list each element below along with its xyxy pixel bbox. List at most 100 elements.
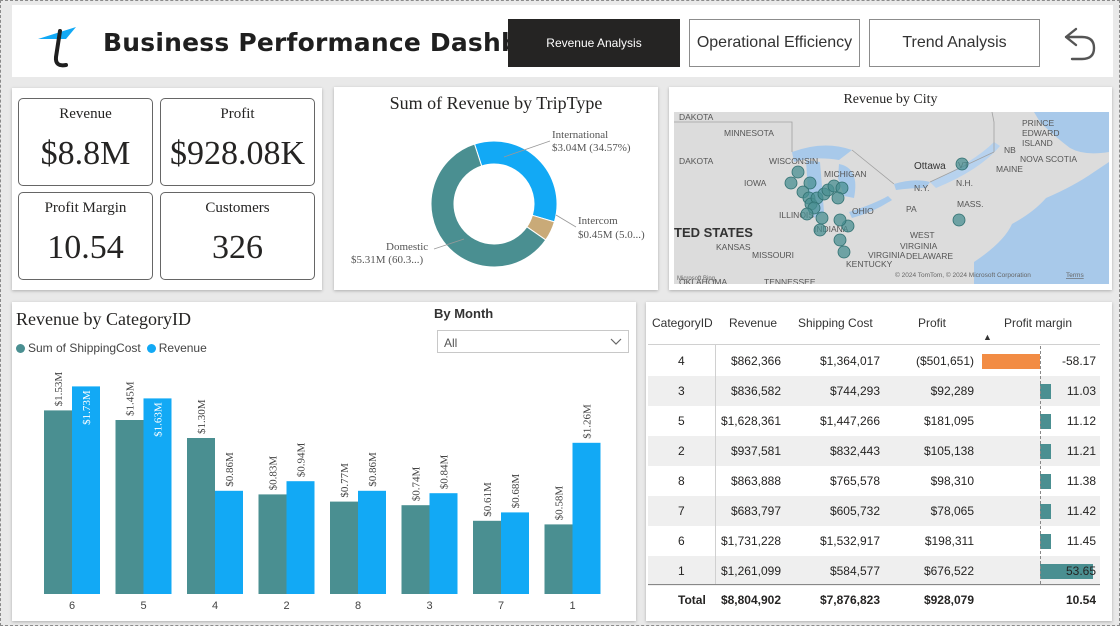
bar-revenue-cat-7[interactable] [501,512,529,594]
city-bubble[interactable] [831,191,845,205]
city-bubble[interactable] [784,176,798,190]
column-header-shipping-cost[interactable]: Shipping Cost [798,316,873,330]
cell-shipping-cost: $765,578 [829,474,880,488]
map-label: KANSAS [716,242,751,252]
legend-label: Sum of ShippingCost [28,341,141,355]
cell-revenue: $863,888 [730,474,781,488]
cell-categoryid: 4 [678,354,685,368]
table-row[interactable]: 6 $1,731,228 $1,532,917 $198,311 11.45 [648,526,1100,556]
cell-profit-margin: 11.42 [1066,504,1096,518]
x-tick-label: 2 [283,600,289,612]
lake-superior [792,145,852,162]
trend-analysis-button[interactable]: Trend Analysis [869,19,1040,67]
cell-categoryid: 3 [678,384,685,398]
bar-shipping-cat-2[interactable] [258,494,287,594]
cell-categoryid: 6 [678,534,685,548]
lake-erie [849,196,892,218]
bar-chart[interactable]: $1.53M $1.73M 6 $1.45M $1.63M 5 $1.30M $0.86M 4 $… [12,302,636,621]
bar-data-label: $1.53M [53,372,65,407]
logo-icon [38,27,76,68]
triptype-donut-panel[interactable]: Sum of Revenue by TripType International… [334,87,658,290]
cell-shipping-cost: $1,532,917 [819,534,880,548]
bar-revenue-cat-5[interactable] [143,398,172,594]
bar-revenue-cat-6[interactable] [72,386,100,594]
city-bubble[interactable] [833,213,847,227]
cell-categoryid: 7 [678,504,685,518]
total-profit: $928,079 [923,593,974,607]
column-header-profit-margin[interactable]: Profit margin [1004,316,1073,330]
table-row[interactable]: 2 $937,581 $832,443 $105,138 11.21 [648,436,1100,466]
operational-efficiency-button[interactable]: Operational Efficiency [689,19,860,67]
bar-revenue-cat-2[interactable] [286,481,315,594]
donut-slice-domestic[interactable] [430,143,547,268]
revenue-by-city-map-panel[interactable]: Revenue by City DAKOTA MINNESOTA DAKOTA WIS… [669,87,1112,290]
city-bubble[interactable] [952,213,966,227]
column-header-profit[interactable]: Profit [918,316,947,330]
margin-databar [1040,534,1052,549]
city-bubble[interactable] [815,211,829,225]
city-map[interactable]: DAKOTA MINNESOTA DAKOTA WISCONSIN MICHIGAN IO… [674,112,1109,284]
month-slicer-dropdown[interactable]: All [437,330,629,353]
profit-card: Profit $928.08K [160,98,315,186]
bar-shipping-cat-5[interactable] [115,420,144,594]
map-label: INDIANA [814,224,849,234]
slice-label-name: Domestic [386,241,428,253]
cell-profit: $676,522 [923,564,974,578]
legend-item-revenue[interactable]: Revenue [146,341,207,355]
bar-legend: Sum of ShippingCost Revenue [16,341,207,355]
map-terms-link[interactable]: Terms [1066,272,1084,279]
city-bubble[interactable] [800,207,814,221]
cell-categoryid: 1 [678,564,685,578]
bar-shipping-cat-8[interactable] [330,501,358,594]
column-header-categoryid[interactable]: CategoryID [652,316,713,330]
column-divider [715,344,716,584]
table-row[interactable]: 1 $1,261,099 $584,577 $676,522 53.65 [648,556,1100,586]
undo-arrow-icon[interactable] [1060,25,1098,63]
bar-revenue-cat-4[interactable] [215,490,243,594]
cell-profit-margin: 11.21 [1066,444,1096,458]
map-label: MISSOURI [752,250,794,260]
legend-item-shipping[interactable]: Sum of ShippingCost [16,341,141,355]
chevron-down-icon [610,338,622,345]
bar-revenue-cat-8[interactable] [358,490,386,594]
map-label: IOWA [744,178,767,188]
bar-shipping-cat-3[interactable] [401,505,430,594]
column-header-revenue[interactable]: Revenue [729,316,778,330]
table-row[interactable]: 5 $1,628,361 $1,447,266 $181,095 11.12 [648,406,1100,436]
table-row[interactable]: 8 $863,888 $765,578 $98,310 11.38 [648,466,1100,496]
donut-chart[interactable]: International $3.04M (34.57%) Intercom $… [334,87,658,290]
city-bubble[interactable] [833,233,847,247]
cell-profit-margin: 11.03 [1066,384,1096,398]
bar-shipping-cat-7[interactable] [473,520,501,594]
cell-shipping-cost: $1,447,266 [819,414,880,428]
revenue-by-category-panel[interactable]: $1.53M $1.73M 6 $1.45M $1.63M 5 $1.30M $0.86M 4 $… [12,302,636,621]
category-table-panel: CategoryID Revenue Shipping Cost Profit … [646,302,1112,621]
cell-revenue: $862,366 [730,354,781,368]
bar-data-label: $0.74M [411,466,423,501]
map-label: WISCONSIN [769,156,818,166]
kpi-panel: Revenue $8.8M Profit $928.08K Profit Mar… [12,88,322,290]
bar-shipping-cat-1[interactable] [544,524,573,594]
revenue-analysis-button[interactable]: Revenue Analysis [508,19,680,67]
table-row[interactable]: 3 $836,582 $744,293 $92,289 11.03 [648,376,1100,406]
bar-revenue-cat-1[interactable] [572,442,601,594]
bar-revenue-cat-3[interactable] [429,493,458,594]
total-margin: 10.54 [1065,593,1096,607]
city-bubble[interactable] [791,165,805,179]
lake-ontario [894,180,930,190]
city-bubble[interactable] [955,157,969,171]
slice-label-name: Intercom [578,215,618,227]
bar-shipping-cat-4[interactable] [187,438,215,594]
cell-categoryid: 2 [678,444,685,458]
cell-categoryid: 5 [678,414,685,428]
header-divider [648,344,1100,345]
card-label: Revenue [59,106,112,122]
city-bubble[interactable] [803,176,817,190]
map-label: PA [906,204,917,214]
table-row[interactable]: 7 $683,797 $605,732 $78,065 11.42 [648,496,1100,526]
city-bubble[interactable] [837,245,851,259]
table-row[interactable]: 4 $862,366 $1,364,017 ($501,651) -58.17 [648,346,1100,376]
city-bubble[interactable] [813,223,827,237]
sort-descending-icon[interactable]: ▲ [983,332,992,342]
bar-shipping-cat-6[interactable] [44,410,72,594]
